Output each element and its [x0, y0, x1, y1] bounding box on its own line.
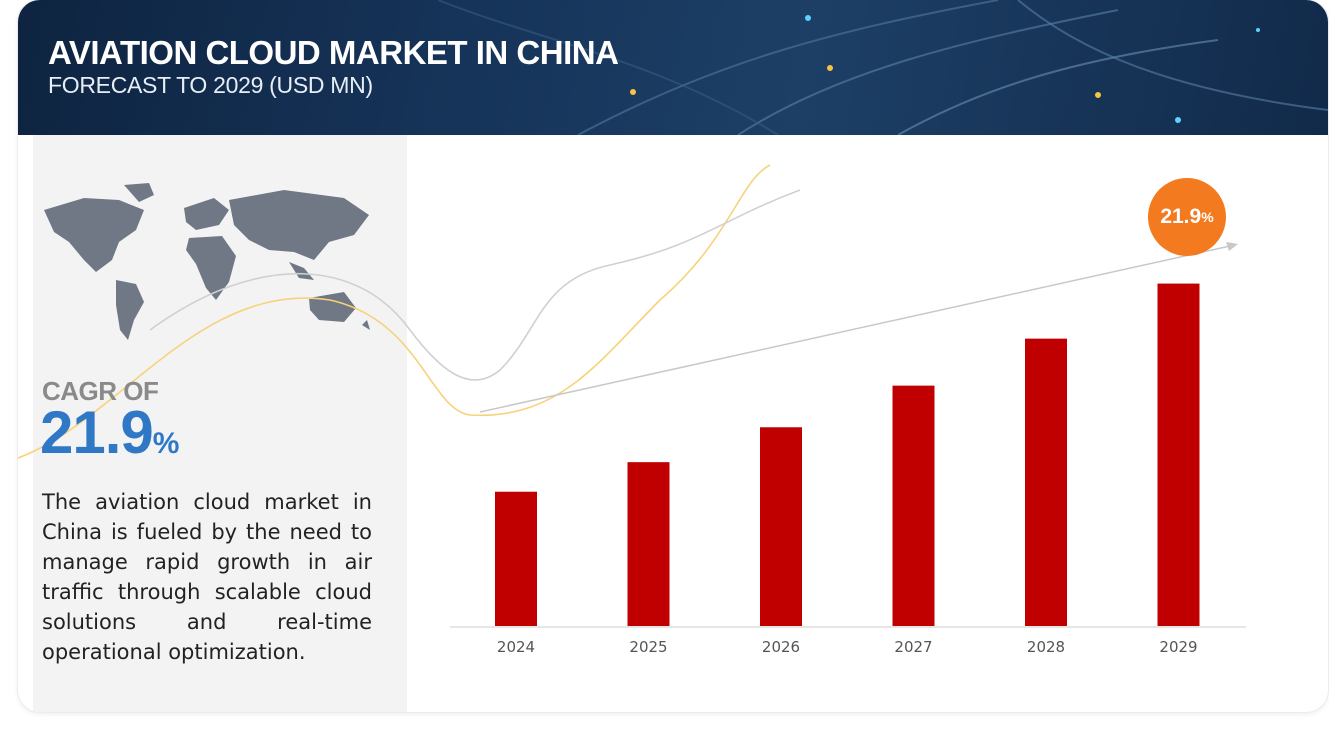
x-tick-label-2029: 2029: [1159, 638, 1197, 656]
cagr-number: 21.9: [40, 399, 154, 466]
world-map-icon: [44, 183, 370, 340]
bar-2026: [760, 427, 802, 626]
cagr-label: CAGR OF: [42, 376, 159, 406]
trend-arrow-line: [479, 245, 1231, 413]
x-tick-label-2025: 2025: [629, 638, 667, 656]
x-tick-label-2026: 2026: [762, 638, 800, 656]
bar-2029: [1157, 283, 1200, 626]
bar-2024: [495, 491, 537, 626]
cagr-badge: 21.9%: [1148, 178, 1226, 256]
x-tick-label-2027: 2027: [894, 638, 932, 656]
cagr-value: 21.9%: [40, 403, 180, 463]
header-light-trails: [437, 0, 1328, 135]
x-tick-labels: 2024 2025 2026 2027 2028 2029: [497, 638, 1198, 656]
bar-2025: [627, 462, 670, 626]
badge-unit: %: [1201, 209, 1214, 225]
x-tick-label-2024: 2024: [497, 638, 535, 656]
decor-swoosh-yellow: [17, 164, 771, 459]
x-tick-label-2028: 2028: [1027, 638, 1065, 656]
page-subtitle: FORECAST TO 2029 (USD MN): [48, 72, 373, 98]
infographic-card: AVIATION CLOUD MARKET IN CHINA FORECAST …: [18, 0, 1328, 712]
bar-2028: [1025, 338, 1067, 626]
market-description: The aviation cloud market in China is fu…: [42, 490, 372, 664]
bar-2027: [892, 385, 935, 626]
bars-group: [495, 283, 1200, 626]
badge-number: 21.9: [1160, 205, 1202, 228]
cagr-unit: %: [152, 427, 180, 460]
trend-arrow-head: [1226, 242, 1238, 251]
page-title: AVIATION CLOUD MARKET IN CHINA: [48, 34, 619, 71]
header-banner: AVIATION CLOUD MARKET IN CHINA FORECAST …: [18, 0, 1328, 135]
decor-swoosh-grey: [149, 189, 801, 381]
